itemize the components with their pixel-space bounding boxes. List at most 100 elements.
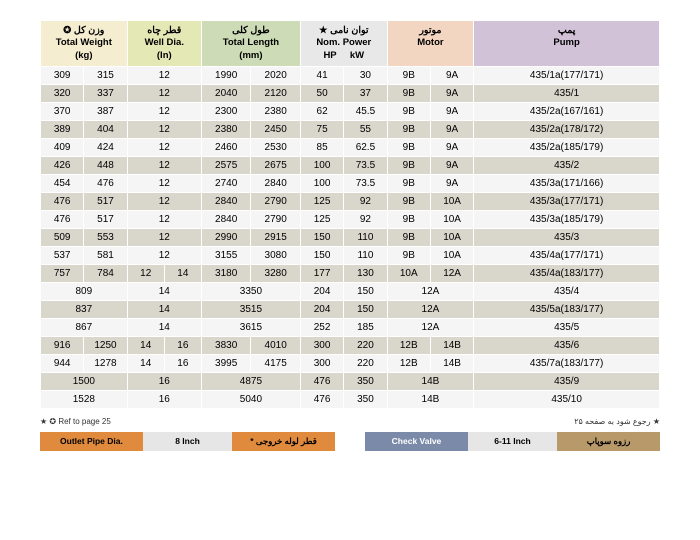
cell: 12B xyxy=(387,337,430,355)
cell: 435/5a(183/177) xyxy=(474,301,660,319)
cell: 435/10 xyxy=(474,391,660,409)
cell: 92 xyxy=(344,211,387,229)
cell: 9B xyxy=(387,121,430,139)
cell: 9B xyxy=(387,157,430,175)
header-power: توان نامی Nom. Power HP kW xyxy=(300,21,387,67)
cell: 9B xyxy=(387,85,430,103)
table-row: 454476122740284010073.59B9A435/3a(171/16… xyxy=(41,175,660,193)
cell: 2915 xyxy=(251,229,301,247)
cell: 12A xyxy=(387,301,474,319)
cell: 110 xyxy=(344,247,387,265)
table-row: 86714361525218512A435/5 xyxy=(41,319,660,337)
check-valve-bar: Check Valve 6-11 Inch رزوه سوپاپ xyxy=(365,432,660,451)
cell: 14B xyxy=(387,373,474,391)
table-row: 4765171228402790125929B10A435/3a(177/171… xyxy=(41,193,660,211)
table-row: 426448122575267510073.59B9A435/2 xyxy=(41,157,660,175)
cell: 837 xyxy=(41,301,128,319)
cell: 73.5 xyxy=(344,175,387,193)
cell: 3080 xyxy=(251,247,301,265)
cell: 9B xyxy=(387,193,430,211)
cell: 125 xyxy=(300,211,343,229)
cell: 300 xyxy=(300,337,343,355)
table-row: 53758112315530801501109B10A435/4a(177/17… xyxy=(41,247,660,265)
table-row: 152816504047635014B435/10 xyxy=(41,391,660,409)
cell: 476 xyxy=(300,373,343,391)
cell: 100 xyxy=(300,157,343,175)
cell: 435/3a(177/171) xyxy=(474,193,660,211)
cell: 435/1 xyxy=(474,85,660,103)
header-well-dia: قطر چاه Well Dia. (In) xyxy=(127,21,201,67)
cell: 404 xyxy=(84,121,127,139)
cell: 100 xyxy=(300,175,343,193)
cell: 12 xyxy=(127,175,201,193)
cell: 1250 xyxy=(84,337,127,355)
cell: 309 xyxy=(41,67,84,85)
cell: 2575 xyxy=(201,157,251,175)
cell: 944 xyxy=(41,355,84,373)
cell: 12 xyxy=(127,247,201,265)
footnote-right: رجوع شود به صفحه ۲۵ xyxy=(574,417,660,426)
cell: 517 xyxy=(84,193,127,211)
cell: 2840 xyxy=(201,193,251,211)
header-length: طول کلی Total Length (mm) xyxy=(201,21,300,67)
cell: 2840 xyxy=(201,211,251,229)
cell: 387 xyxy=(84,103,127,121)
cell: 204 xyxy=(300,301,343,319)
cell: 337 xyxy=(84,85,127,103)
cell: 916 xyxy=(41,337,84,355)
cell: 92 xyxy=(344,193,387,211)
cell: 37 xyxy=(344,85,387,103)
table-row: 83714351520415012A435/5a(183/177) xyxy=(41,301,660,319)
cell: 3280 xyxy=(251,265,301,283)
cell: 185 xyxy=(344,319,387,337)
cell: 9A xyxy=(430,139,473,157)
cell: 435/7a(183/177) xyxy=(474,355,660,373)
cell: 12 xyxy=(127,211,201,229)
cell: 2460 xyxy=(201,139,251,157)
cell: 16 xyxy=(127,373,201,391)
cell: 150 xyxy=(300,229,343,247)
spec-table: وزن کل Total Weight (kg) قطر چاه Well Di… xyxy=(40,20,660,409)
outlet-label-fa: قطر لوله خروجی * xyxy=(232,432,335,451)
cell: 2040 xyxy=(201,85,251,103)
cell: 435/1a(177/171) xyxy=(474,67,660,85)
cell: 130 xyxy=(344,265,387,283)
cell: 10A xyxy=(387,265,430,283)
spec-table-container: وزن کل Total Weight (kg) قطر چاه Well Di… xyxy=(40,20,660,409)
cell: 2120 xyxy=(251,85,301,103)
cell: 10A xyxy=(430,229,473,247)
valve-label-fa: رزوه سوپاپ xyxy=(557,432,660,451)
cell: 10A xyxy=(430,211,473,229)
cell: 435/2 xyxy=(474,157,660,175)
cell: 14B xyxy=(387,391,474,409)
cell: 435/9 xyxy=(474,373,660,391)
cell: 476 xyxy=(41,193,84,211)
cell: 73.5 xyxy=(344,157,387,175)
cell: 435/4a(183/177) xyxy=(474,265,660,283)
cell: 2840 xyxy=(251,175,301,193)
cell: 252 xyxy=(300,319,343,337)
cell: 220 xyxy=(344,355,387,373)
table-row: 50955312299029151501109B10A435/3 xyxy=(41,229,660,247)
cell: 9B xyxy=(387,139,430,157)
cell: 9A xyxy=(430,85,473,103)
cell: 12B xyxy=(387,355,430,373)
cell: 14B xyxy=(430,355,473,373)
cell: 9A xyxy=(430,67,473,85)
table-header: وزن کل Total Weight (kg) قطر چاه Well Di… xyxy=(41,21,660,67)
cell: 50 xyxy=(300,85,343,103)
cell: 12A xyxy=(387,319,474,337)
cell: 2450 xyxy=(251,121,301,139)
cell: 509 xyxy=(41,229,84,247)
cell: 16 xyxy=(127,391,201,409)
cell: 300 xyxy=(300,355,343,373)
cell: 2300 xyxy=(201,103,251,121)
cell: 12 xyxy=(127,139,201,157)
cell: 150 xyxy=(344,301,387,319)
cell: 435/2a(178/172) xyxy=(474,121,660,139)
header-motor: موتور Motor xyxy=(387,21,474,67)
cell: 12 xyxy=(127,157,201,175)
table-row: 40942412246025308562.59B9A435/2a(185/179… xyxy=(41,139,660,157)
cell: 150 xyxy=(300,247,343,265)
table-body: 309315121990202041309B9A435/1a(177/171)3… xyxy=(41,67,660,409)
